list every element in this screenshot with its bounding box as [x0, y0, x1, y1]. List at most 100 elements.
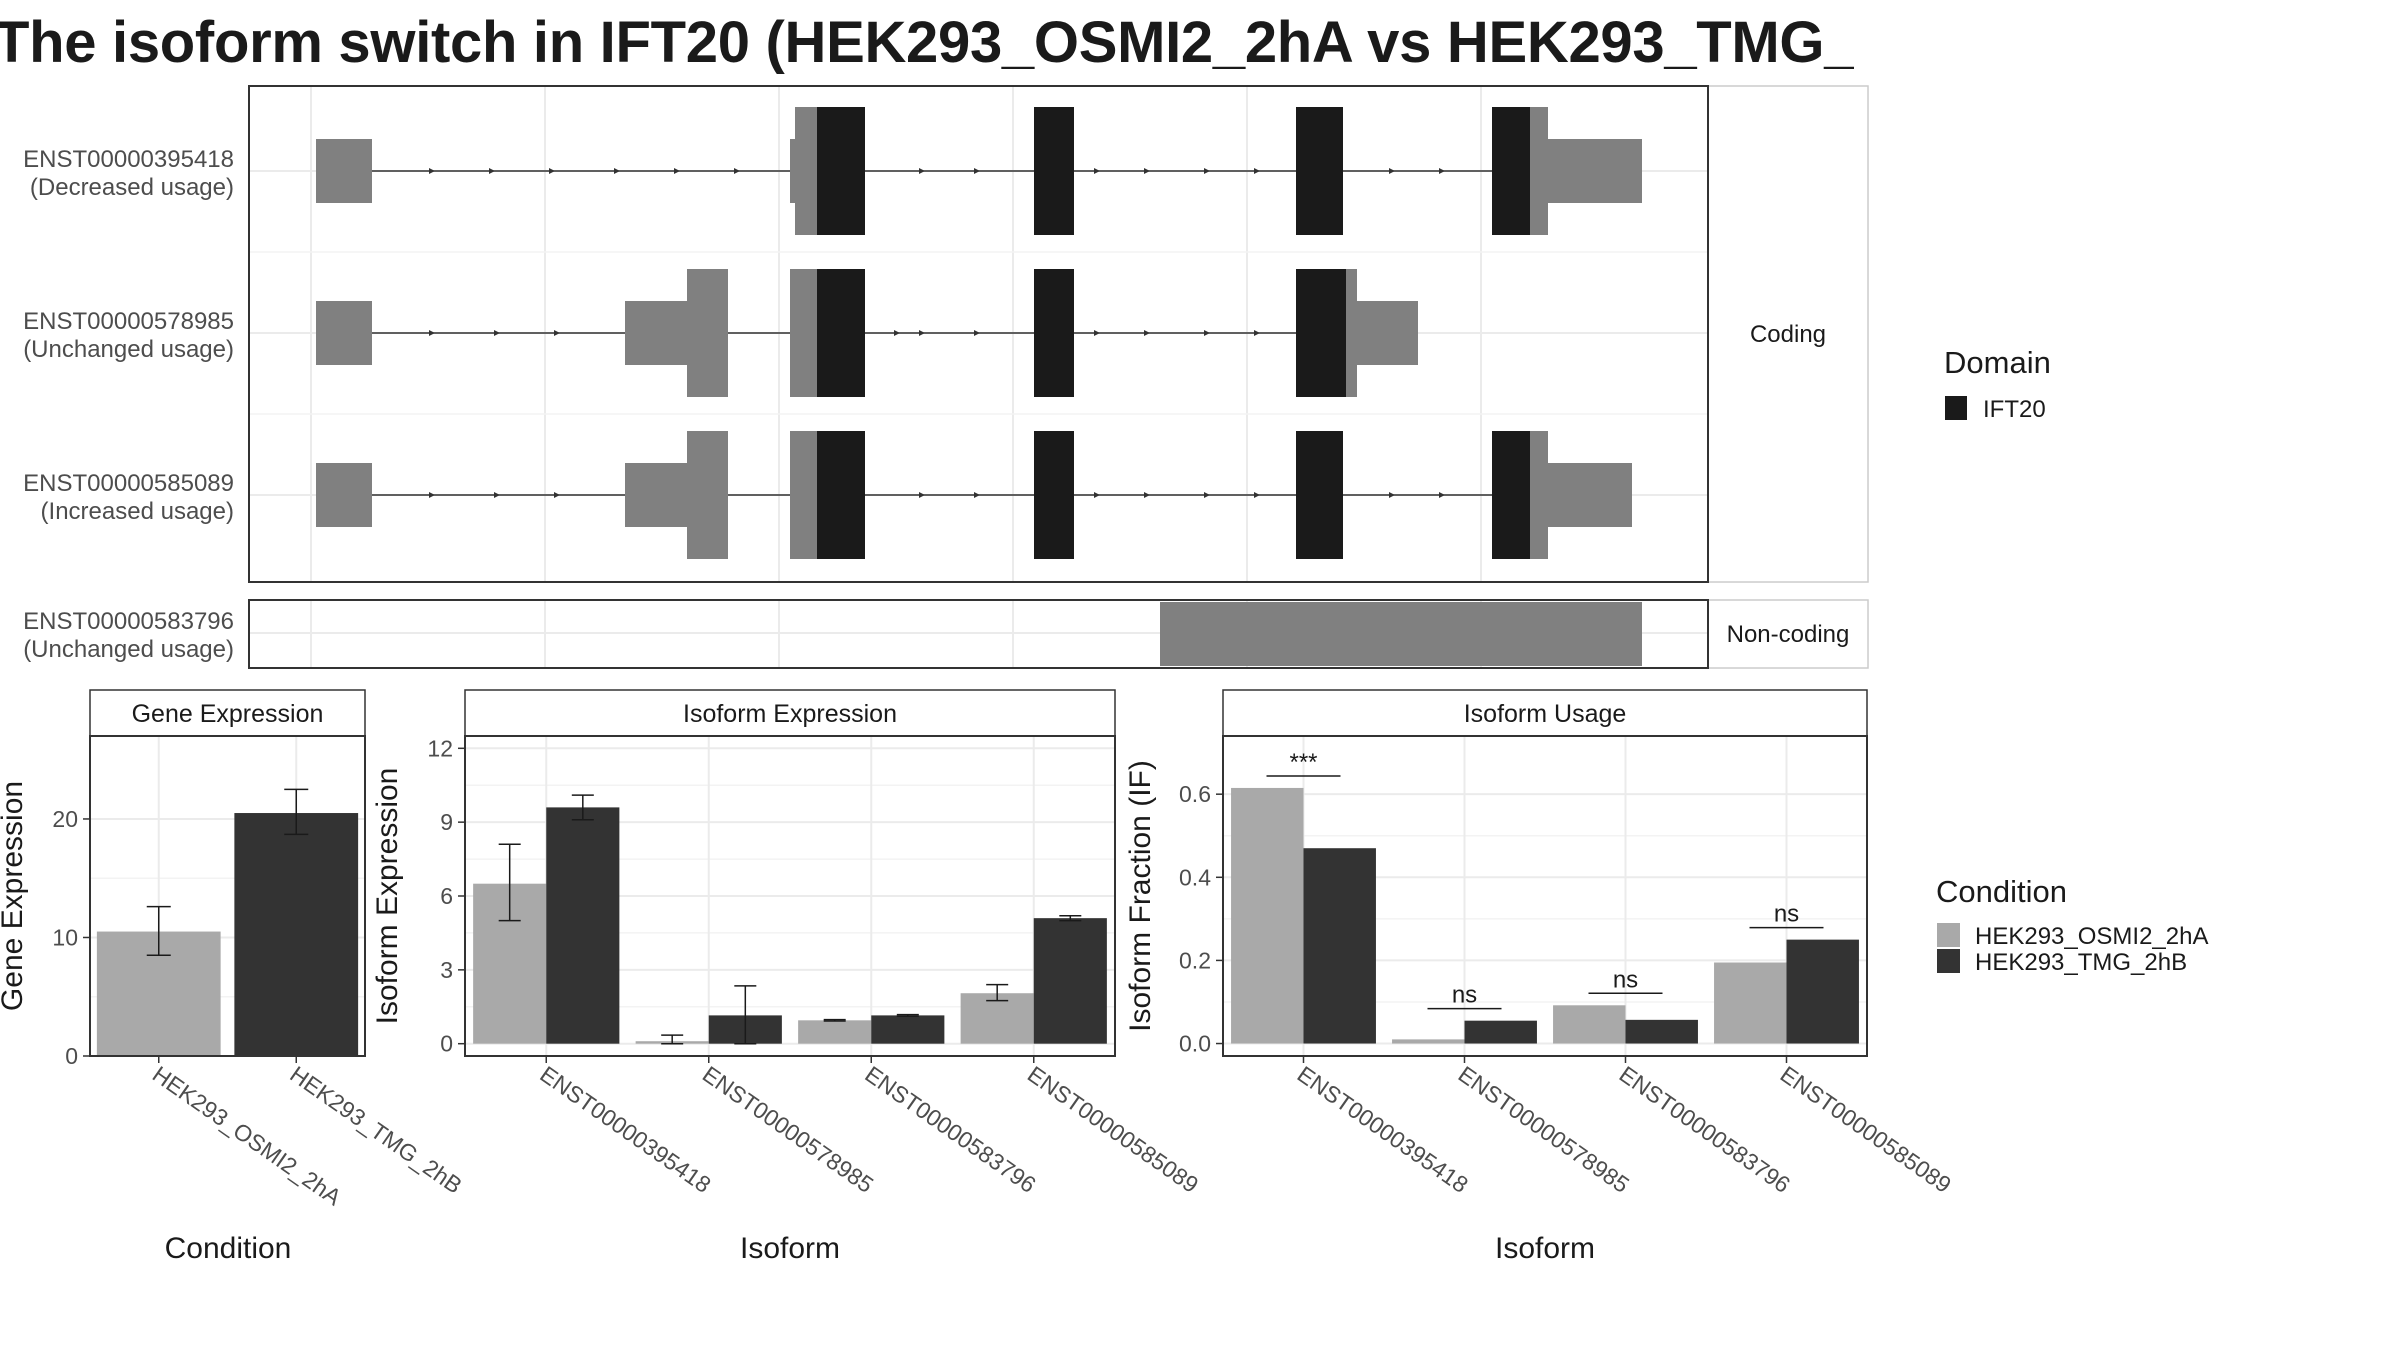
panel-border [248, 599, 1709, 669]
significance-label: ns [1613, 966, 1638, 993]
exon-block [1548, 463, 1632, 527]
strand-arrow [614, 168, 620, 174]
x-tick-label: ENST00000395418 [535, 1061, 715, 1198]
bar-hek293-osmi2-2ha-ENST00000583796 [1553, 1005, 1626, 1044]
strand-arrow [1094, 168, 1100, 174]
domain-exon-block [817, 107, 865, 235]
x-axis-title: Isoform [1495, 1232, 1595, 1265]
exon-block [687, 431, 728, 559]
panel-border [1222, 735, 1868, 1057]
y-axis-title: Isoform Expression [371, 768, 404, 1025]
significance-label: ns [1774, 901, 1799, 928]
condition-legend-title: Condition [1936, 874, 2067, 909]
domain-exon-block [1296, 107, 1343, 235]
isoform-usage-label: (Decreased usage) [30, 174, 234, 201]
isoform-track-ENST00000395418: ENST00000395418(Decreased usage) [23, 107, 1642, 235]
x-tick-label: ENST00000583796 [860, 1061, 1040, 1198]
legends: Domain IFT20 Condition HEK293_OSMI2_2hAHEK2… [1936, 345, 2208, 976]
isoform-id-label: ENST00000395418 [23, 146, 234, 173]
strand-arrow [1439, 168, 1445, 174]
strand-arrow [1144, 168, 1150, 174]
y-tick-label: 0 [65, 1043, 78, 1069]
bar-hek293-tmg-2hb-ENST00000578985 [1464, 1020, 1537, 1044]
y-tick-label: 20 [52, 806, 78, 832]
bar-hek293-tmg-2hb-ENST00000583796 [871, 1015, 945, 1044]
strand-arrow [1094, 330, 1100, 336]
domain-legend-label: IFT20 [1983, 396, 2046, 423]
domain-exon-block [1034, 107, 1074, 235]
y-tick-label: 0 [440, 1031, 453, 1057]
y-tick-label: 6 [440, 883, 453, 909]
strand-arrow [494, 492, 500, 498]
significance-label: *** [1289, 749, 1317, 776]
y-tick-label: 0.6 [1179, 781, 1211, 807]
strand-arrow [489, 168, 495, 174]
strand-arrow [494, 330, 500, 336]
strand-arrow [919, 330, 925, 336]
isoform-track-ENST00000585089: ENST00000585089(Increased usage) [23, 431, 1632, 559]
domain-exon-block [1492, 107, 1530, 235]
expression-charts: Gene Expression01020HEK293_OSMI2_2hAHEK2… [0, 689, 1956, 1265]
x-tick-label: ENST00000585089 [1776, 1061, 1956, 1198]
bar-hek293-osmi2-2ha-ENST00000395418 [1231, 787, 1304, 1044]
facet-strip-label: Coding [1750, 321, 1826, 348]
domain-legend-title: Domain [1944, 345, 2051, 380]
x-axis-title: Isoform [740, 1232, 840, 1265]
strand-arrow [919, 492, 925, 498]
strand-arrow [1389, 492, 1395, 498]
panel-title: Isoform Usage [1464, 700, 1627, 728]
facet-strip-label: Non-coding [1727, 621, 1850, 648]
domain-exon-block [1034, 431, 1074, 559]
y-tick-label: 3 [440, 957, 453, 983]
domain-legend-swatch [1945, 396, 1967, 420]
condition-legend-label: HEK293_TMG_2hB [1975, 949, 2187, 976]
panel-border [89, 735, 366, 1057]
isoform-track-ENST00000578985: ENST00000578985(Unchanged usage) [23, 269, 1418, 397]
y-tick-label: 12 [427, 735, 453, 761]
bar-hek293-osmi2-2ha-ENST00000578985 [1392, 1039, 1465, 1044]
bar-hek293-osmi2-2ha-ENST00000585089 [1714, 962, 1787, 1044]
y-tick-label: 10 [52, 924, 78, 950]
strand-arrow [1254, 492, 1260, 498]
isoform-track-ENST00000583796: ENST00000583796(Unchanged usage) [23, 602, 1642, 666]
strand-arrow [429, 330, 435, 336]
y-axis-title: Isoform Fraction (IF) [1124, 760, 1157, 1032]
x-axis-title: Condition [165, 1232, 292, 1265]
y-tick-label: 0.0 [1179, 1031, 1211, 1057]
isoform-usage-label: (Unchanged usage) [23, 336, 234, 363]
x-tick-label: ENST00000578985 [1454, 1061, 1634, 1198]
strand-arrow [974, 330, 980, 336]
isoform-id-label: ENST00000583796 [23, 608, 234, 635]
strand-arrow [1204, 168, 1210, 174]
chart-panel-isoform-expression: Isoform Expression036912ENST00000395418E… [371, 689, 1203, 1265]
facet-strip [1707, 599, 1869, 669]
y-axis-title: Gene Expression [0, 781, 29, 1011]
isoform-id-label: ENST00000578985 [23, 308, 234, 335]
panel-title: Gene Expression [132, 700, 324, 728]
domain-exon-block [1492, 431, 1530, 559]
exon-block [625, 463, 687, 527]
exon-block [1548, 139, 1642, 203]
x-tick-label: ENST00000585089 [1023, 1061, 1203, 1198]
bar-hek293-osmi2-2ha-ENST00000583796 [798, 1020, 872, 1044]
exon-block [1160, 602, 1642, 666]
strand-arrow [919, 168, 925, 174]
y-tick-label: 0.2 [1179, 947, 1211, 973]
domain-exon-block [1296, 431, 1343, 559]
y-tick-label: 0.4 [1179, 864, 1211, 890]
panel-strip [464, 689, 1116, 737]
domain-exon-block [817, 269, 865, 397]
domain-exon-block [817, 431, 865, 559]
exon-block [687, 269, 728, 397]
x-tick-label: ENST00000578985 [698, 1061, 878, 1198]
exon-block [795, 107, 817, 235]
bar-hek293-tmg-2hb-ENST00000583796 [1625, 1019, 1698, 1044]
exon-block [1346, 269, 1357, 397]
bar-hek293-tmg-2hb-ENST00000585089 [1786, 939, 1859, 1044]
page-title: The isoform switch in IFT20 (HEK293_OSMI… [0, 10, 1854, 75]
exon-block [316, 463, 372, 527]
strand-arrow [1144, 492, 1150, 498]
domain-legend: Domain IFT20 [1944, 345, 2051, 423]
